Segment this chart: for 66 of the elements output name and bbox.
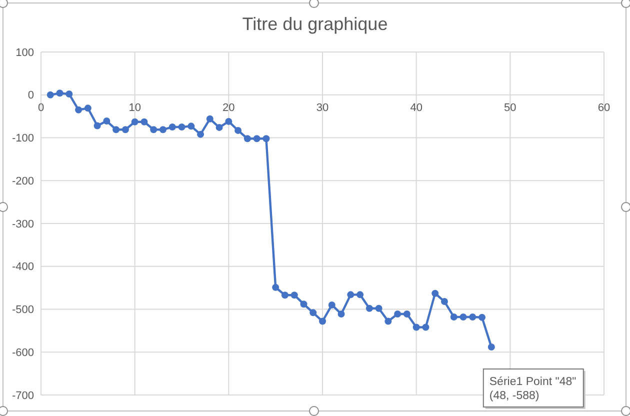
point bbox=[319, 318, 326, 325]
y-tick-label: -700 bbox=[12, 390, 34, 402]
point bbox=[253, 135, 260, 142]
point bbox=[422, 324, 430, 331]
x-tick-label: 30 bbox=[316, 102, 329, 114]
point bbox=[103, 118, 110, 125]
point bbox=[338, 310, 345, 318]
point bbox=[272, 284, 280, 291]
point bbox=[328, 301, 336, 308]
point bbox=[159, 126, 166, 134]
point bbox=[244, 135, 251, 142]
y-tick-label: -100 bbox=[12, 132, 34, 145]
point bbox=[310, 309, 317, 316]
point bbox=[469, 313, 476, 320]
point bbox=[460, 313, 467, 320]
point bbox=[56, 90, 64, 97]
x-tick-label: 20 bbox=[222, 102, 235, 114]
point bbox=[168, 124, 176, 131]
point bbox=[234, 126, 242, 134]
point bbox=[384, 318, 392, 325]
point bbox=[394, 310, 402, 318]
point bbox=[412, 324, 420, 331]
annotation: Série1 Point "48" (48, -588) bbox=[489, 376, 576, 402]
y-tick-label: 100 bbox=[16, 46, 34, 59]
point bbox=[356, 291, 364, 298]
point bbox=[112, 126, 120, 134]
point bbox=[122, 126, 129, 134]
point bbox=[440, 298, 448, 306]
point bbox=[197, 130, 204, 138]
y-tick-label: -500 bbox=[12, 304, 34, 316]
point bbox=[140, 118, 148, 126]
point bbox=[403, 310, 410, 318]
point bbox=[178, 124, 186, 131]
y-tick-label: -200 bbox=[12, 175, 34, 188]
y-tick-label: 0 bbox=[28, 90, 34, 102]
point bbox=[225, 118, 232, 125]
point bbox=[216, 124, 223, 131]
point bbox=[84, 104, 92, 112]
point bbox=[66, 90, 73, 98]
point bbox=[206, 115, 214, 122]
point bbox=[281, 292, 288, 299]
point bbox=[478, 314, 486, 321]
y-tick-label: -600 bbox=[12, 346, 34, 359]
y-tick-label: -300 bbox=[12, 218, 34, 230]
point bbox=[75, 106, 82, 114]
point bbox=[46, 91, 54, 98]
point bbox=[432, 290, 439, 297]
x-tick-label: 60 bbox=[598, 102, 610, 114]
point bbox=[188, 122, 195, 130]
point bbox=[450, 313, 458, 320]
x-tick-label: 40 bbox=[410, 102, 422, 114]
point bbox=[375, 304, 382, 312]
point bbox=[347, 291, 354, 298]
point bbox=[300, 300, 308, 308]
point bbox=[131, 118, 138, 126]
point bbox=[150, 126, 158, 134]
y-tick-label: -400 bbox=[12, 261, 34, 274]
point bbox=[366, 304, 373, 312]
point bbox=[94, 122, 101, 130]
point bbox=[290, 292, 298, 299]
point bbox=[262, 135, 270, 142]
point bbox=[488, 343, 495, 350]
x-tick-label: 0 bbox=[38, 102, 44, 114]
chart-title: Titre du graphique bbox=[242, 14, 388, 34]
x-tick-label: 10 bbox=[128, 102, 141, 114]
x-tick-label: 50 bbox=[504, 102, 516, 114]
